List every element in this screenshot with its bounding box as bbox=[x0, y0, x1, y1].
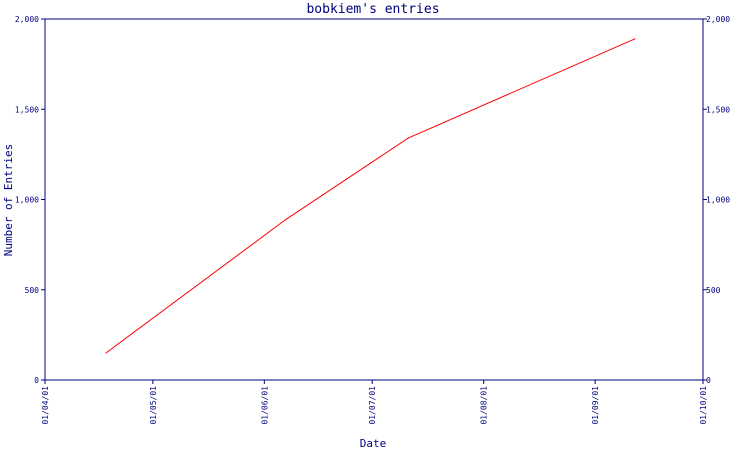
chart-title: bobkiem's entries bbox=[306, 2, 439, 17]
right-y-tick-label: 0 bbox=[706, 376, 711, 385]
left-y-tick-label: 1,000 bbox=[15, 196, 39, 205]
right-y-tick-label: 500 bbox=[706, 286, 721, 295]
right-y-tick-label: 2,000 bbox=[706, 15, 730, 24]
x-tick-label: 01/10/01 bbox=[699, 386, 708, 425]
data-point bbox=[105, 352, 107, 354]
series-layer bbox=[105, 38, 636, 354]
left-y-tick-label: 1,500 bbox=[15, 105, 39, 114]
left-y-tick-label: 2,000 bbox=[15, 15, 39, 24]
y-axis-label: Number of Entries bbox=[2, 144, 15, 257]
data-point bbox=[285, 218, 287, 220]
x-tick-label: 01/05/01 bbox=[149, 386, 158, 425]
x-tick-label: 01/09/01 bbox=[591, 386, 600, 425]
data-point bbox=[407, 137, 409, 139]
x-axis-label: Date bbox=[360, 437, 387, 450]
x-tick-label: 01/06/01 bbox=[260, 386, 269, 425]
x-tick-label: 01/07/01 bbox=[368, 386, 377, 425]
x-tick-label: 01/08/01 bbox=[480, 386, 489, 425]
left-y-axis: 0 500 1,000 1,500 2,000 bbox=[15, 15, 45, 385]
left-y-tick-label: 500 bbox=[25, 286, 40, 295]
left-y-tick-label: 0 bbox=[34, 376, 39, 385]
right-y-tick-label: 1,000 bbox=[706, 196, 730, 205]
plot-area bbox=[44, 18, 704, 381]
entries-series-line bbox=[105, 38, 635, 354]
right-y-tick-label: 1,500 bbox=[706, 105, 730, 114]
right-y-axis: 0 500 1,000 1,500 2,000 bbox=[703, 15, 730, 385]
data-point bbox=[634, 38, 636, 40]
x-tick-label: 01/04/01 bbox=[41, 386, 50, 425]
plot-border bbox=[44, 18, 704, 381]
x-axis: 01/04/01 01/05/01 01/06/01 01/07/01 01/08/01… bbox=[41, 380, 708, 425]
